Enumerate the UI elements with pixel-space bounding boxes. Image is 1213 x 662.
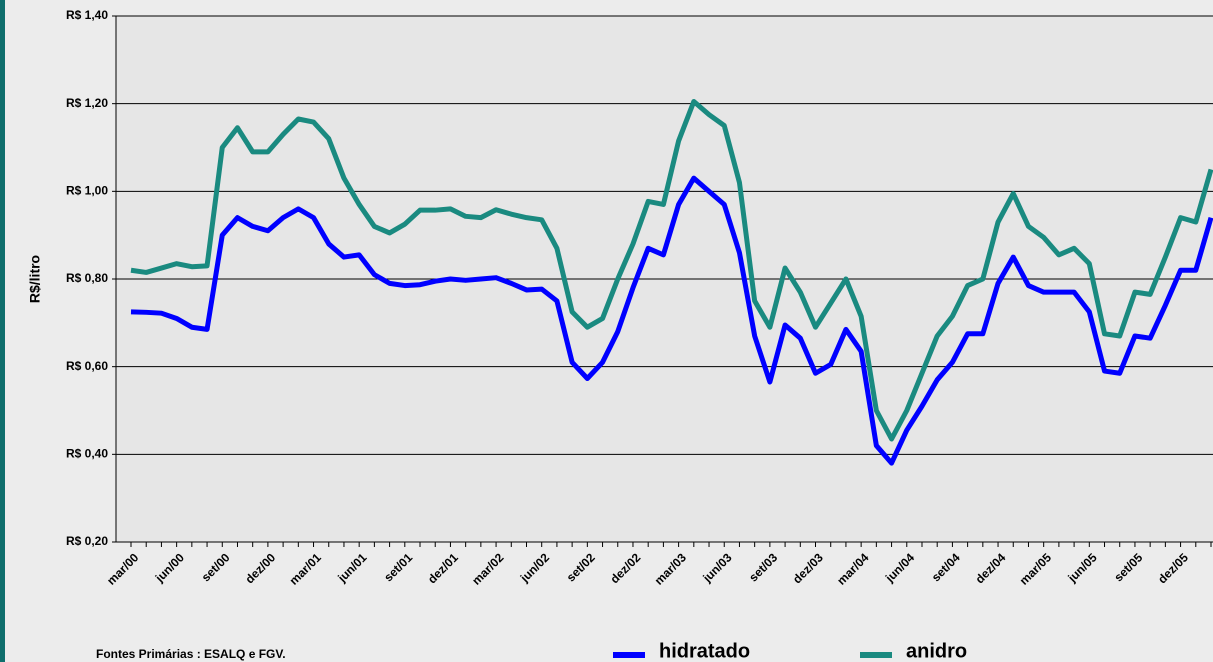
series-line [130, 98, 1213, 442]
y-tick-label: R$ 1,40 [66, 8, 108, 22]
y-tick-label: R$ 1,00 [66, 184, 108, 198]
source-note: Fontes Primárias : ESALQ e FGV. [96, 647, 286, 661]
left-border [0, 0, 5, 662]
y-tick-label: R$ 0,20 [66, 534, 108, 548]
legend-label: anidro [906, 640, 967, 662]
y-tick-label: R$ 0,40 [66, 447, 108, 461]
y-tick-label: R$ 0,80 [66, 271, 108, 285]
series-line [130, 175, 1213, 466]
y-tick-label: R$ 0,60 [66, 359, 108, 373]
y-tick-label: R$ 1,20 [66, 96, 108, 110]
legend-label: hidratado [659, 640, 750, 662]
y-axis-title: R$/litro [27, 255, 43, 303]
